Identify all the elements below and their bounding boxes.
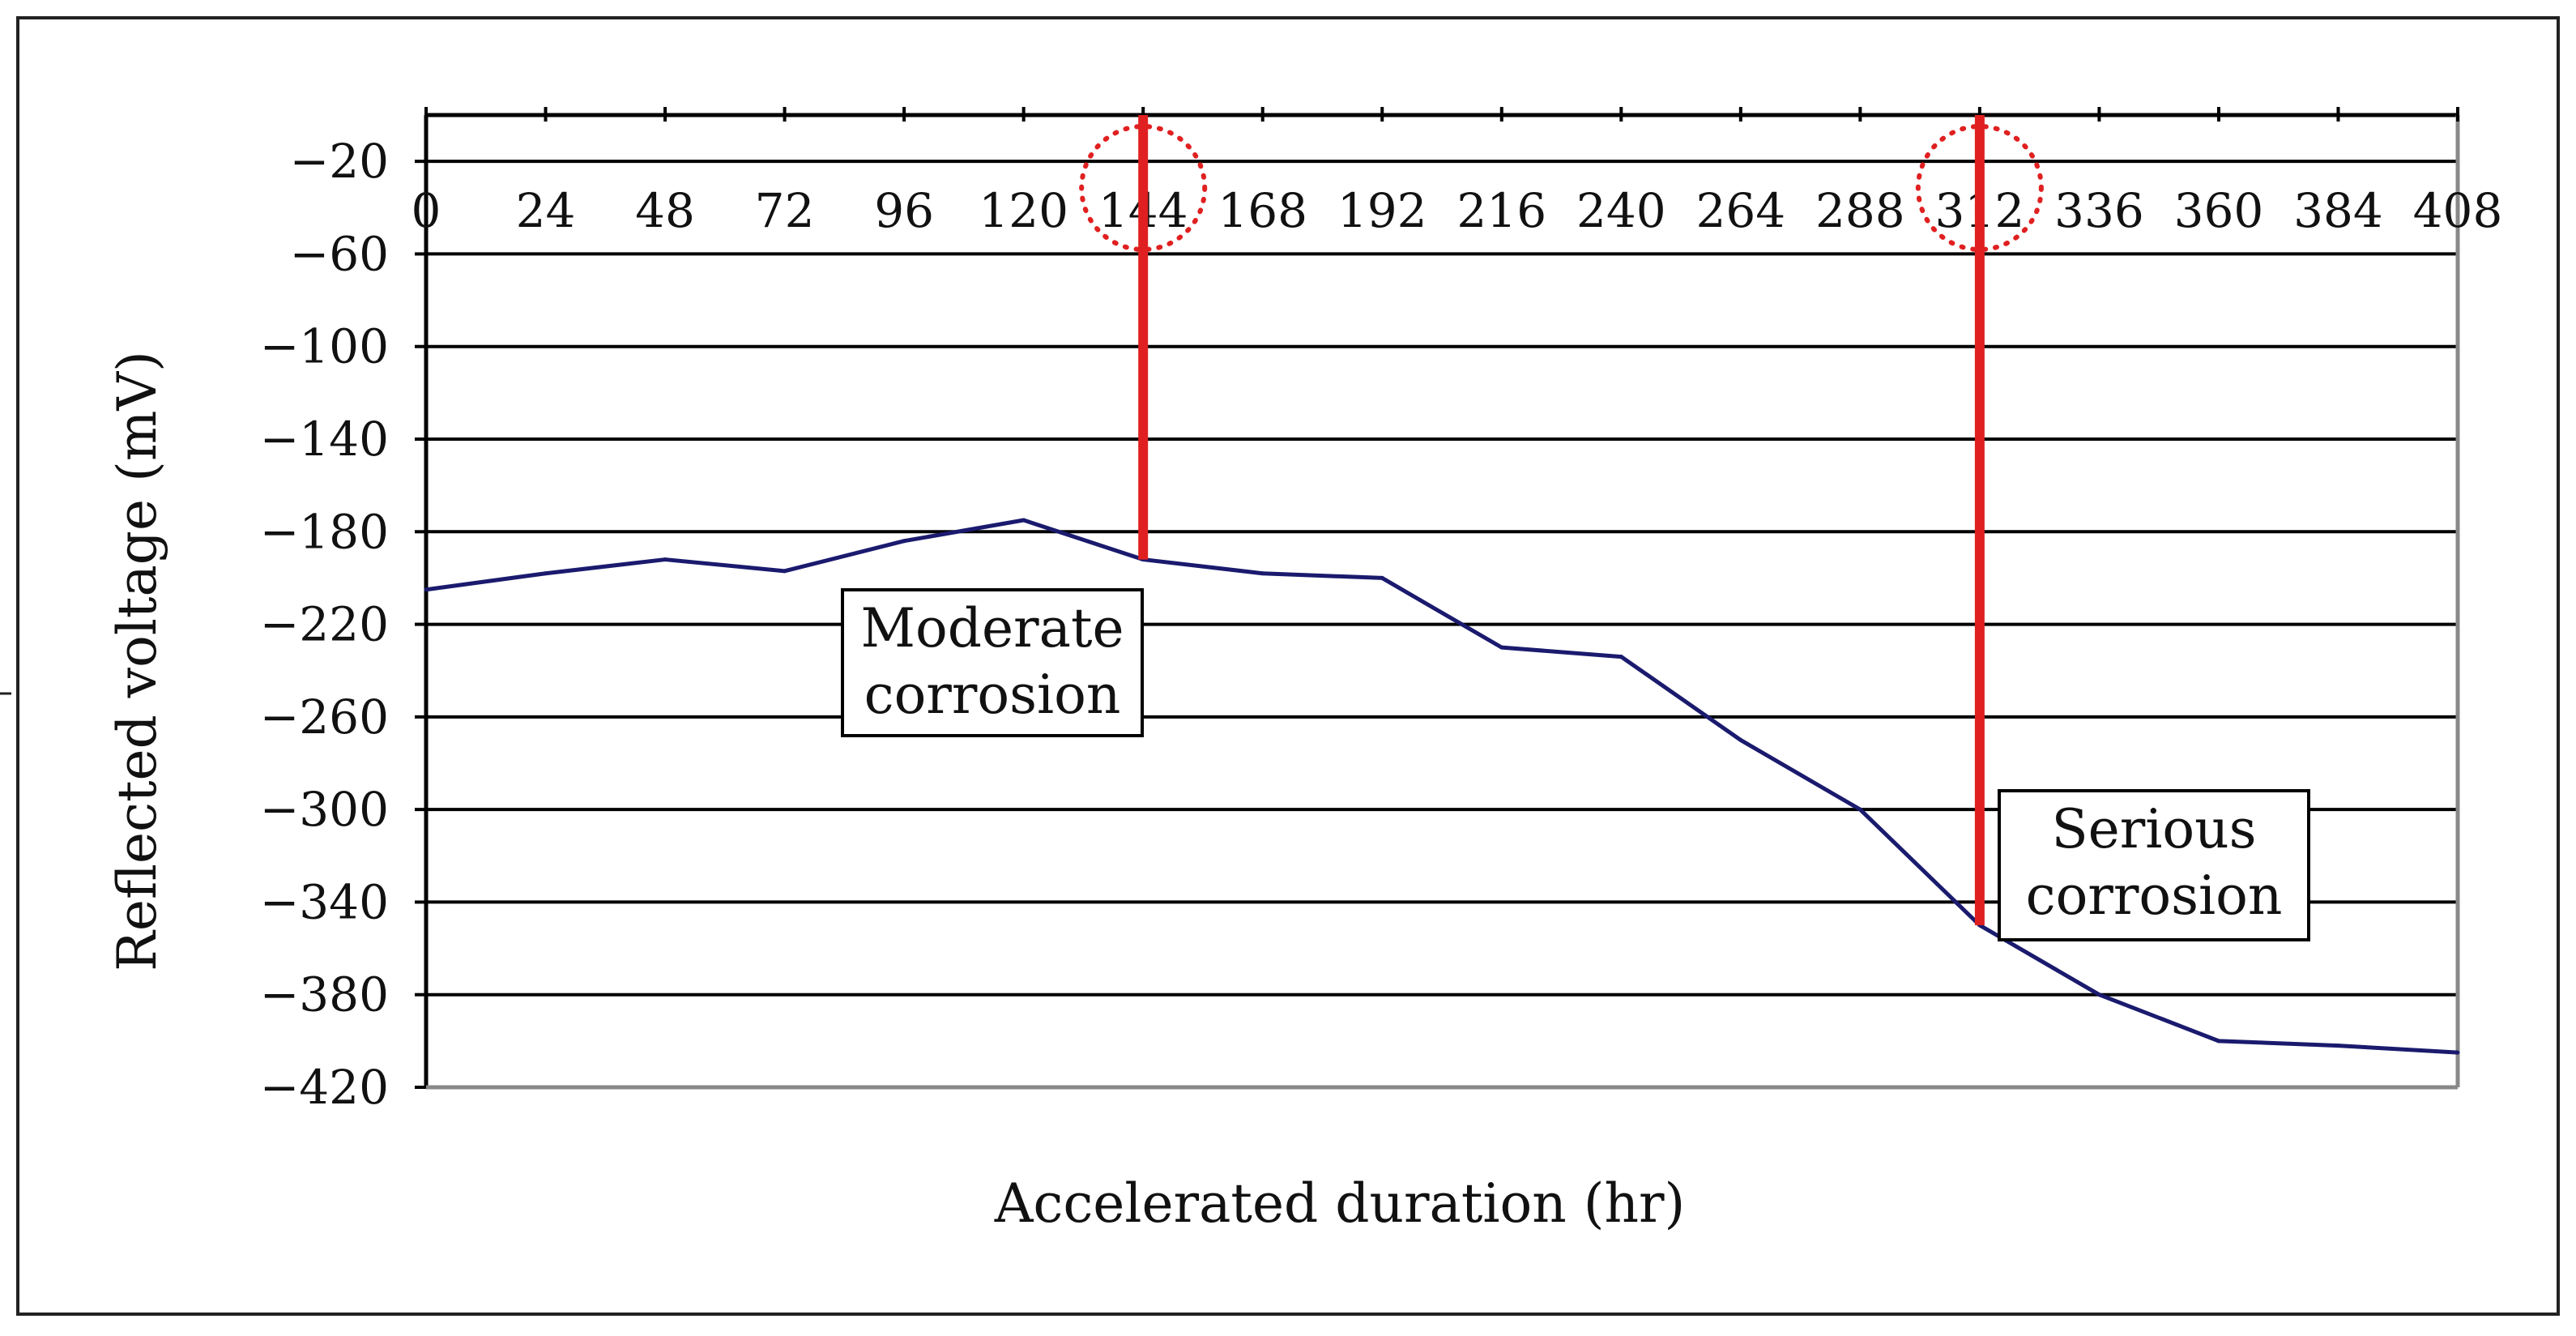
x-tick-label-3: 72 <box>755 183 815 238</box>
x-tick-label-8: 192 <box>1337 183 1427 238</box>
x-tick-label-4: 96 <box>874 183 934 238</box>
y-tick-label-3: −140 <box>260 412 389 467</box>
data-point-0-1 <box>544 571 548 576</box>
annotation-label-1-0: Serious <box>2051 798 2256 860</box>
x-tick-label-12: 288 <box>1815 183 1905 238</box>
data-point-0-14 <box>2096 992 2101 997</box>
y-tick-label-1: −60 <box>290 226 389 281</box>
annotation-box-1 <box>1998 789 2310 941</box>
y-tick-label-7: −300 <box>260 782 389 837</box>
series-group <box>424 518 2460 1055</box>
annotation-box-0 <box>841 588 1144 737</box>
data-point-0-11 <box>1738 737 1743 742</box>
x-tick-label-1: 24 <box>516 183 576 238</box>
data-point-0-7 <box>1260 571 1265 576</box>
y-axis-title: Reflected voltage (mV) <box>106 351 168 971</box>
x-tick-label-10: 240 <box>1576 183 1666 238</box>
axes <box>424 113 2460 1090</box>
y-tick-label-4: −180 <box>260 504 389 559</box>
x-axis-title: Accelerated duration (hr) <box>994 1172 1686 1235</box>
x-tick-label-2: 48 <box>635 183 695 238</box>
x-tick-label-9: 216 <box>1456 183 1546 238</box>
annotation-label-0-0: Moderate <box>860 597 1124 659</box>
data-point-0-2 <box>663 557 667 562</box>
annotation-label-0-1: corrosion <box>864 664 1121 726</box>
data-point-0-12 <box>1857 807 1862 812</box>
y-tick-label-9: −380 <box>260 967 389 1022</box>
figure-border <box>16 16 2560 1316</box>
data-point-0-10 <box>1619 655 1623 659</box>
data-point-0-9 <box>1499 645 1504 650</box>
x-tick-label-16: 384 <box>2293 183 2383 238</box>
x-tick-label-5: 120 <box>979 183 1068 238</box>
data-point-0-16 <box>2335 1044 2340 1048</box>
x-tick-label-0: 0 <box>412 183 441 238</box>
y-tick-label-0: −20 <box>290 134 389 189</box>
x-tick-label-15: 360 <box>2174 183 2264 238</box>
y-tick-label-2: −100 <box>260 319 389 374</box>
annotation-label-1-1: corrosion <box>2026 864 2283 927</box>
y-tick-label-10: −420 <box>260 1060 389 1115</box>
data-point-0-4 <box>902 539 906 544</box>
data-point-0-17 <box>2455 1050 2460 1055</box>
x-tick-label-17: 408 <box>2413 183 2503 238</box>
x-tick-label-11: 264 <box>1695 183 1785 238</box>
data-point-0-5 <box>1021 518 1026 523</box>
y-tick-label-5: −220 <box>260 597 389 652</box>
data-point-0-8 <box>1380 575 1384 580</box>
series-line-0 <box>425 518 2459 1055</box>
data-point-0-0 <box>424 587 429 592</box>
data-point-0-3 <box>783 569 787 574</box>
x-tick-label-7: 168 <box>1218 183 1307 238</box>
y-tick-label-8: −340 <box>260 874 389 929</box>
tick-highlight-circle-1 <box>1915 124 2044 252</box>
data-point-0-15 <box>2216 1039 2221 1044</box>
x-tick-label-14: 336 <box>2054 183 2144 238</box>
y-tick-label-6: −260 <box>260 689 389 745</box>
tick-highlight-circle-0 <box>1079 124 1208 252</box>
y-axis-ticks: −20 −60 −100 −140 −180 −220 −260 −300 −340 −380 −4… <box>260 134 426 1115</box>
